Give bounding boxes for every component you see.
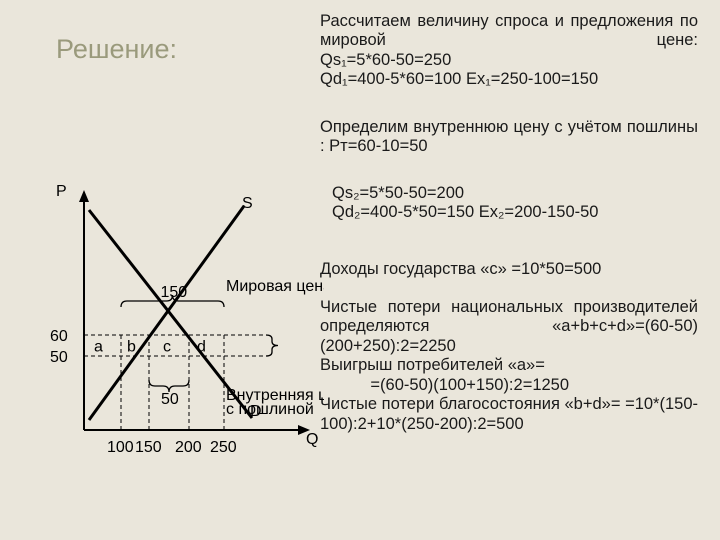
text-block-1: Рассчитаем величину спроса и предложения… bbox=[320, 12, 698, 90]
svg-text:P: P bbox=[56, 183, 67, 200]
p1-line2: Qs₁=5*60-50=250 bbox=[320, 51, 698, 70]
svg-text:c: c bbox=[163, 339, 171, 356]
p1-line1: Рассчитаем величину спроса и предложения… bbox=[320, 12, 698, 51]
svg-text:Q: Q bbox=[306, 431, 318, 448]
p3-line2: Qd₂=400-5*50=150 Ex₂=200-150-50 bbox=[332, 203, 698, 222]
svg-text:200: 200 bbox=[175, 439, 202, 456]
svg-text:60: 60 bbox=[50, 328, 68, 345]
text-block-5: Чистые потери национальных производителе… bbox=[320, 298, 698, 434]
svg-text:a: a bbox=[94, 339, 103, 356]
svg-text:50: 50 bbox=[161, 391, 179, 408]
text-block-4: Доходы государства «c» =10*50=500 bbox=[320, 260, 698, 279]
p5-line1: Чистые потери национальных производителе… bbox=[320, 298, 698, 356]
p1-line3: Qd₁=400-5*60=100 Ex₁=250-100=150 bbox=[320, 70, 698, 89]
p3-line1: Qs₂=5*50-50=200 bbox=[332, 184, 698, 203]
p2-line: Определим внутреннюю цену с учётом пошли… bbox=[320, 118, 698, 157]
p5-line2: Выигрыш потребителей «a»= bbox=[320, 356, 698, 375]
svg-text:150: 150 bbox=[135, 439, 162, 456]
svg-text:b: b bbox=[127, 339, 136, 356]
text-block-2: Определим внутреннюю цену с учётом пошли… bbox=[320, 118, 698, 157]
svg-text:d: d bbox=[197, 339, 206, 356]
svg-text:с пошлиной: с пошлиной bbox=[226, 401, 314, 418]
p5-line3: =(60-50)(100+150):2=1250 bbox=[320, 376, 698, 395]
p5-line4: Чистые потери благосостояния «b+d»= =10*… bbox=[320, 395, 698, 434]
svg-text:100: 100 bbox=[107, 439, 134, 456]
p4-line: Доходы государства «c» =10*50=500 bbox=[320, 260, 698, 279]
svg-text:S: S bbox=[242, 195, 253, 212]
text-block-3: Qs₂=5*50-50=200 Qd₂=400-5*50=150 Ex₂=200… bbox=[332, 184, 698, 223]
economics-chart: PQ605010015020025015050abcdSDМировая цен… bbox=[34, 160, 324, 480]
svg-text:150: 150 bbox=[161, 284, 188, 301]
svg-text:50: 50 bbox=[50, 349, 68, 366]
svg-text:250: 250 bbox=[210, 439, 237, 456]
page-title: Решение: bbox=[56, 34, 177, 65]
svg-text:Мировая цена: Мировая цена bbox=[226, 278, 324, 295]
